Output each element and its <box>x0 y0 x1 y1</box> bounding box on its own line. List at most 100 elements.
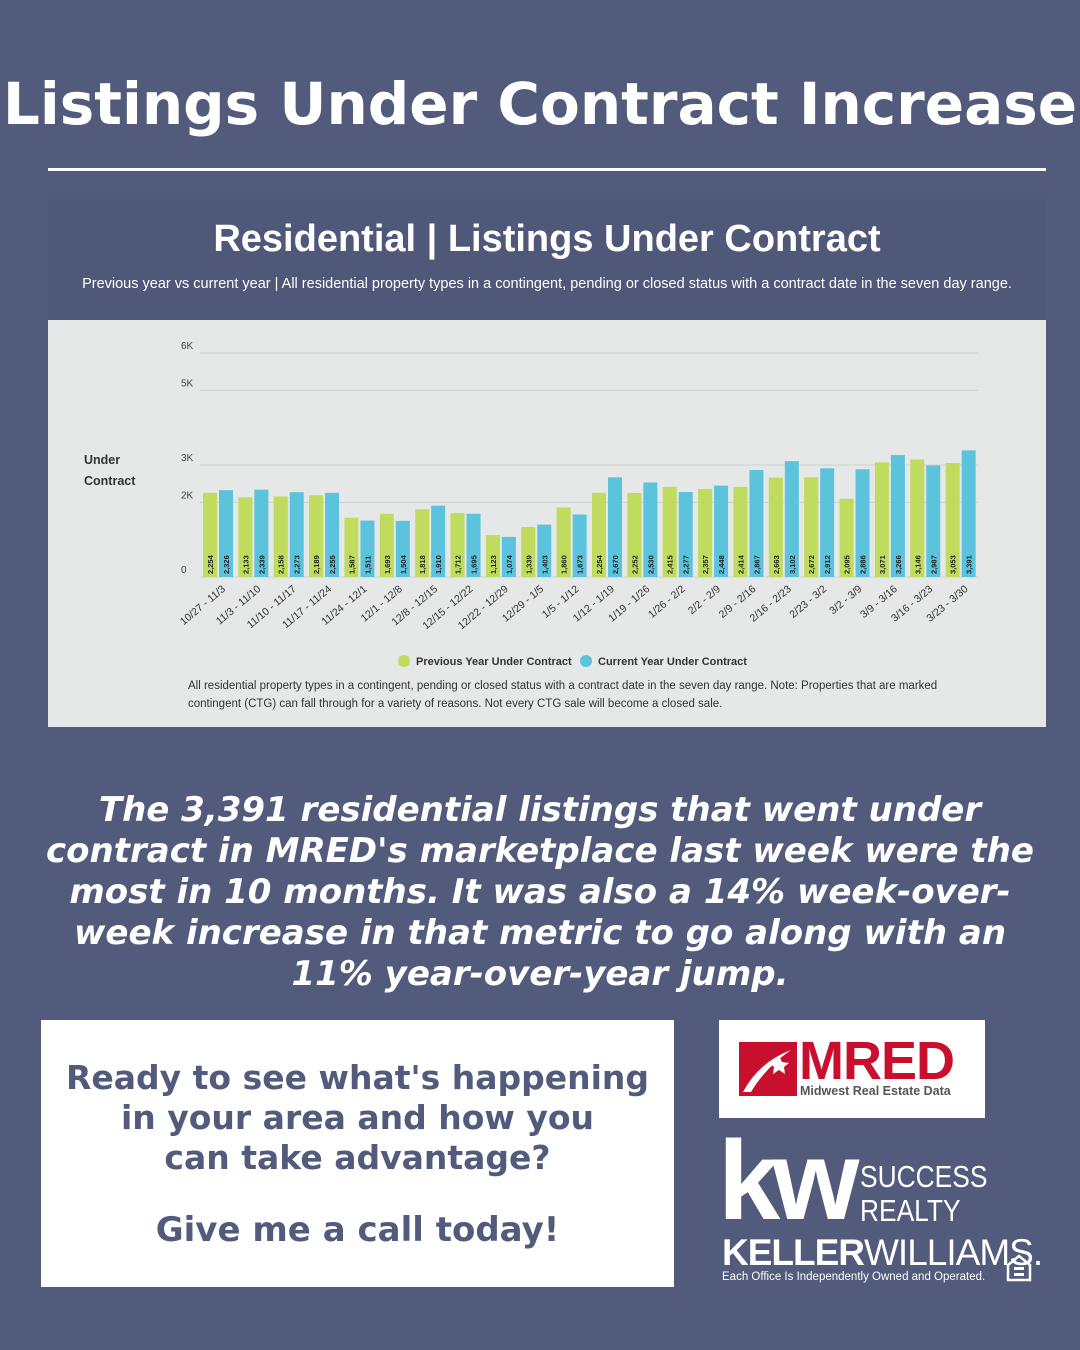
cta-box: Ready to see what's happening in your ar… <box>41 1020 674 1287</box>
bar <box>415 509 430 577</box>
x-tick-label: 2/23 - 3/2 <box>787 583 829 621</box>
chart-header: Residential | Listings Under Contract Pr… <box>48 198 1046 320</box>
kw-brand-line-1: SUCCESS <box>860 1159 988 1194</box>
y-tick-label: 5K <box>181 378 194 389</box>
data-label: 2,530 <box>646 555 655 574</box>
y-axis-label: Contract <box>84 474 136 488</box>
data-label: 1,511 <box>363 556 372 574</box>
data-label: 2,339 <box>257 555 266 574</box>
chart-title: Residential | Listings Under Contract <box>213 218 881 260</box>
data-label: 2,886 <box>859 555 868 574</box>
bar <box>309 495 324 577</box>
data-label: 1,818 <box>418 555 427 574</box>
data-label: 2,912 <box>823 555 832 574</box>
data-label: 3,391 <box>965 555 974 574</box>
y-axis-label: Under <box>84 453 120 467</box>
data-label: 2,254 <box>595 554 604 574</box>
data-label: 2,448 <box>717 555 726 574</box>
mred-wordmark: MRED <box>799 1031 955 1091</box>
cta-call: Give me a call today! <box>155 1210 560 1250</box>
data-label: 1,860 <box>560 555 569 574</box>
kw-office-name: SUCCESS REALTY <box>860 1160 987 1228</box>
bar <box>627 492 642 577</box>
headline: Listings Under Contract Increase <box>2 70 1078 138</box>
data-label: 2,095 <box>843 555 852 574</box>
bar <box>572 514 587 577</box>
kw-name-bold: KELLER <box>722 1232 865 1273</box>
bar <box>203 492 217 577</box>
bar <box>662 486 677 577</box>
bar <box>254 489 269 577</box>
bar <box>874 462 889 577</box>
data-label: 2,158 <box>277 555 286 574</box>
data-label: 2,987 <box>929 555 938 574</box>
bar <box>945 463 960 577</box>
data-label: 1,910 <box>434 555 443 574</box>
bar <box>678 491 693 577</box>
bar <box>537 524 552 577</box>
data-label: 2,252 <box>630 555 639 574</box>
kw-name-light: WILLIAMS. <box>864 1232 1043 1273</box>
equal-housing-icon <box>1006 1254 1032 1282</box>
data-label: 2,663 <box>772 555 781 574</box>
data-label: 2,415 <box>666 555 675 574</box>
bar <box>820 468 835 577</box>
y-tick-label: 6K <box>181 341 194 352</box>
bar <box>749 469 764 577</box>
data-label: 1,712 <box>454 555 463 574</box>
title-divider <box>48 168 1046 171</box>
data-label: 3,146 <box>913 555 922 574</box>
data-label: 2,189 <box>312 555 321 574</box>
data-label: 2,867 <box>752 555 761 574</box>
bar <box>395 520 410 577</box>
bar <box>344 517 359 577</box>
keller-williams-wordmark: KELLERWILLIAMS. <box>722 1232 1043 1274</box>
data-label: 2,414 <box>736 554 745 574</box>
bar <box>450 513 465 577</box>
data-label: 1,587 <box>347 555 356 574</box>
data-label: 3,071 <box>878 555 887 574</box>
data-label: 2,133 <box>241 555 250 574</box>
data-label: 1,074 <box>505 554 514 574</box>
y-tick-label: 0 <box>181 565 187 576</box>
bar <box>592 492 606 577</box>
data-label: 1,504 <box>399 554 408 574</box>
cta-line-3: can take advantage? <box>164 1138 551 1177</box>
bar <box>521 527 536 577</box>
x-tick-label: 1/26 - 2/2 <box>646 583 688 621</box>
bar <box>219 490 233 577</box>
data-label: 2,273 <box>293 555 302 574</box>
data-label: 2,357 <box>701 555 710 574</box>
y-tick-label: 3K <box>181 453 194 464</box>
data-label: 2,672 <box>807 555 816 574</box>
bar <box>379 513 394 577</box>
mred-logo: MRED Midwest Real Estate Data <box>719 1020 985 1118</box>
data-label: 2,254 <box>206 554 215 574</box>
legend-swatch <box>398 655 410 667</box>
bar <box>714 485 729 577</box>
bar <box>238 497 253 577</box>
data-label: 1,673 <box>576 555 585 574</box>
bar <box>289 492 304 577</box>
chart-panel: 0 2K 3K 5K 6K Under Contract 2,254 2,326 10/27 - … <box>48 320 1046 727</box>
data-label: 2,326 <box>222 555 231 574</box>
data-label: 2,277 <box>682 555 691 574</box>
data-label: 2,670 <box>611 555 620 574</box>
data-label: 2,255 <box>328 555 337 574</box>
bar <box>839 498 854 577</box>
bar <box>855 469 870 577</box>
bar <box>784 461 799 577</box>
mred-subtitle: Midwest Real Estate Data <box>800 1084 951 1098</box>
bar <box>556 507 571 577</box>
data-label: 1,693 <box>383 555 392 574</box>
cta-message: Ready to see what's happening in your ar… <box>41 1058 674 1178</box>
bar <box>273 496 288 577</box>
chart-subtitle: Previous year vs current year | All resi… <box>82 276 1012 292</box>
bar <box>608 477 622 577</box>
mred-star-icon <box>739 1042 797 1096</box>
kw-tagline: Each Office Is Independently Owned and O… <box>722 1271 986 1283</box>
data-label: 3,266 <box>894 555 903 574</box>
data-label: 1,695 <box>470 555 479 574</box>
bar <box>643 482 658 577</box>
